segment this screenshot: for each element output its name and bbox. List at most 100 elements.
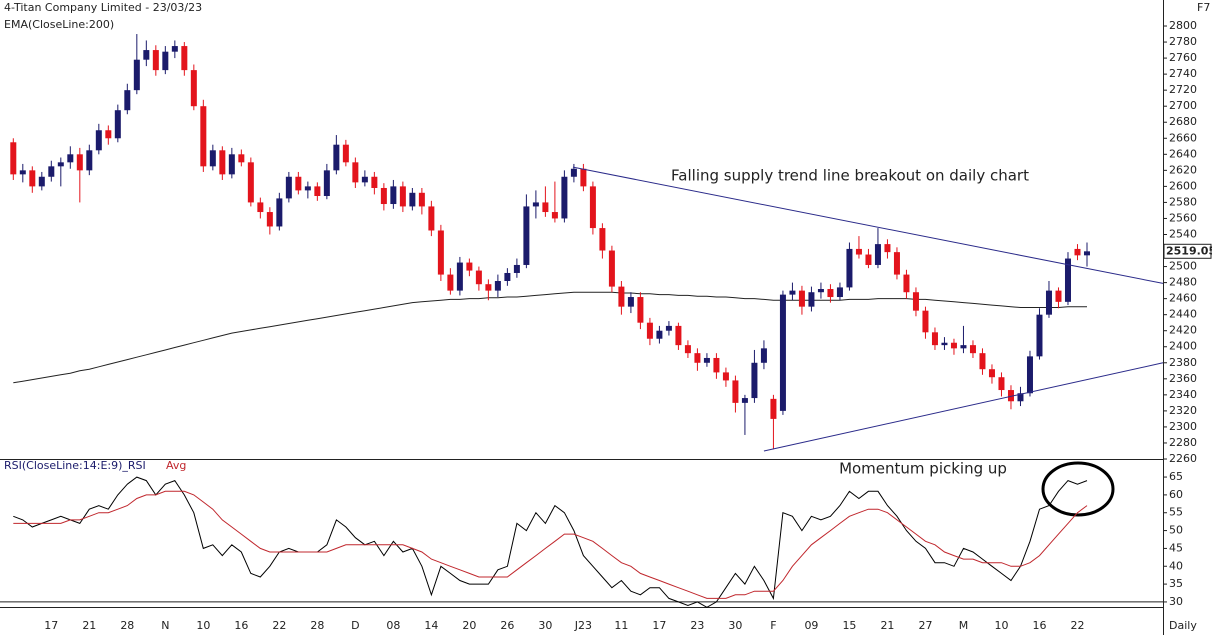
candle-body [589, 186, 596, 229]
candle-body [418, 192, 425, 207]
candle-body [266, 212, 273, 227]
candle-body [903, 274, 910, 293]
y-tick-label: 2440 [1169, 308, 1197, 321]
x-tick-label: 30 [538, 619, 552, 632]
y-tick-label: 2540 [1169, 227, 1197, 240]
price-annotation: Falling supply trend line breakout on da… [671, 167, 1029, 185]
candle-body [494, 280, 501, 291]
candle-body [247, 162, 254, 203]
candle-body [295, 176, 302, 191]
candle-body [684, 345, 691, 354]
y-tick-label: 2740 [1169, 67, 1197, 80]
x-tick-label: 14 [424, 619, 438, 632]
rsi-line [13, 490, 1088, 599]
x-tick-label: F [770, 619, 776, 632]
y-tick-label: 40 [1169, 559, 1183, 572]
x-tick-label: 21 [82, 619, 96, 632]
candle-body [323, 170, 330, 197]
candle-body [922, 310, 929, 333]
candle-body [124, 90, 131, 111]
candle-body [770, 398, 777, 419]
rsi-annotation: Momentum picking up [839, 460, 1007, 478]
last-price-label: 2519.05 [1166, 244, 1212, 257]
candle-body [114, 110, 121, 139]
candle-body [988, 369, 995, 378]
candle-body [656, 330, 663, 339]
x-tick-label: 16 [234, 619, 248, 632]
candle-body [741, 398, 748, 403]
x-tick-label: 21 [880, 619, 894, 632]
candle-body [200, 106, 207, 167]
candle-body [789, 290, 796, 295]
candle-body [865, 254, 872, 265]
candle-body [285, 176, 292, 199]
candle-body [1026, 356, 1033, 394]
y-tick-label: 45 [1169, 541, 1183, 554]
candle-body [409, 192, 416, 207]
candle-body [713, 357, 720, 373]
candle-body [817, 289, 824, 293]
candle-body [732, 380, 739, 403]
candle-body [504, 272, 511, 281]
candle-body [342, 144, 349, 163]
candle-body [1036, 314, 1043, 357]
x-tick-label: 23 [690, 619, 704, 632]
y-tick-label: 65 [1169, 470, 1183, 483]
y-tick-label: 2340 [1169, 388, 1197, 401]
candle-body [437, 230, 444, 275]
candle-body [960, 345, 967, 349]
y-tick-label: 2260 [1169, 452, 1197, 465]
candle-body [570, 168, 577, 177]
candle-body [152, 50, 159, 71]
candle-body [599, 228, 606, 251]
candle-body [836, 287, 843, 298]
candle-body [390, 186, 397, 205]
y-tick-label: 2580 [1169, 195, 1197, 208]
candle-body [86, 150, 93, 171]
ema-legend: EMA(CloseLine:200) [4, 18, 114, 31]
x-tick-label: 09 [804, 619, 818, 632]
candle-body [874, 244, 881, 265]
y-tick-label: 2320 [1169, 404, 1197, 417]
y-tick-label: 2700 [1169, 99, 1197, 112]
y-tick-label: 2640 [1169, 147, 1197, 160]
last-price-box [1163, 243, 1212, 259]
x-tick-label: 28 [120, 619, 134, 632]
candle-body [675, 325, 682, 346]
candle-body [361, 176, 368, 183]
candle-body [703, 357, 710, 363]
y-tick-label: 2280 [1169, 436, 1197, 449]
candle-body [1074, 248, 1081, 256]
y-tick-label: 2620 [1169, 163, 1197, 176]
candle-body [884, 244, 891, 253]
y-tick-label: 2400 [1169, 340, 1197, 353]
y-tick-label: 2760 [1169, 51, 1197, 64]
y-tick-label: 2780 [1169, 35, 1197, 48]
y-tick-label: 2680 [1169, 115, 1197, 128]
y-tick-label: 2360 [1169, 372, 1197, 385]
x-tick-label: 22 [1070, 619, 1084, 632]
candle-body [627, 297, 634, 307]
y-tick-label: 2720 [1169, 83, 1197, 96]
avg-legend: Avg [166, 459, 186, 472]
candle-body [276, 198, 283, 227]
candle-body [304, 186, 311, 191]
candle-body [637, 297, 644, 323]
candle-body [1064, 258, 1071, 302]
candle-body [760, 348, 767, 363]
y-tick-label: 2800 [1169, 19, 1197, 32]
candle-body [523, 206, 530, 265]
candle-body [931, 332, 938, 346]
corner-label: F7 [1197, 1, 1210, 14]
candle-body [162, 51, 169, 71]
y-tick-label: 2500 [1169, 260, 1197, 273]
chart-title: 4-Titan Company Limited - 23/03/23 [4, 1, 202, 14]
candle-body [855, 248, 862, 255]
candle-body [133, 59, 140, 91]
candle-body [466, 262, 473, 271]
candle-body [513, 264, 520, 273]
x-tick-label: 16 [1032, 619, 1046, 632]
y-tick-label: 50 [1169, 524, 1183, 537]
candle-body [580, 168, 587, 187]
candle-body [1017, 393, 1024, 402]
